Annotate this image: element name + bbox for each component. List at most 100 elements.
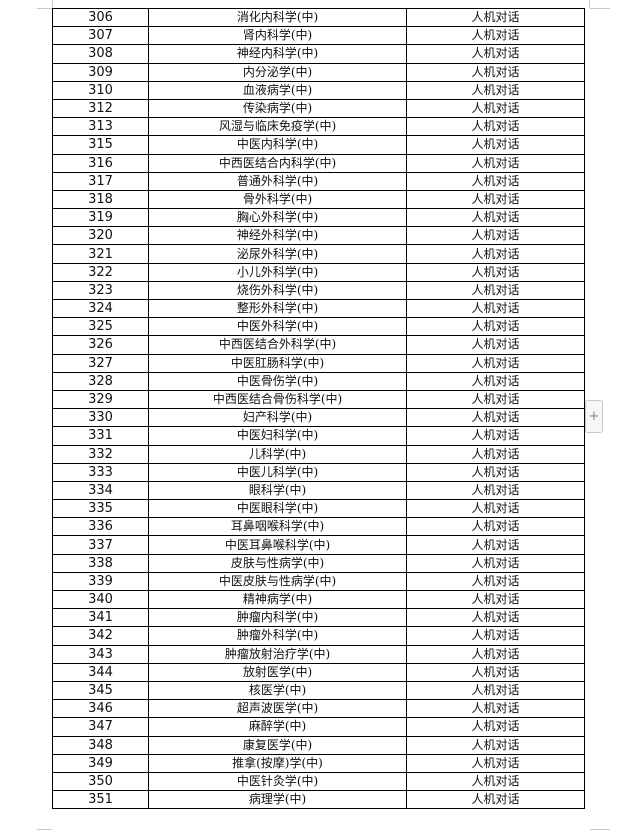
subject-name-cell: 肿瘤放射治疗学(中) xyxy=(148,644,407,664)
subject-name-cell: 肿瘤外科学(中) xyxy=(148,626,407,646)
table-row: 320 神经外科学(中) 人机对话 xyxy=(52,226,585,246)
table-row: 332 儿科学(中) 人机对话 xyxy=(52,444,585,464)
subject-name-cell: 肾内科学(中) xyxy=(148,26,407,46)
table-row: 313 风湿与临床免疫学(中) 人机对话 xyxy=(52,117,585,137)
subject-code-cell: 322 xyxy=(52,262,149,282)
subject-code-cell: 330 xyxy=(52,408,149,428)
table-row: 336 耳鼻咽喉科学(中) 人机对话 xyxy=(52,517,585,537)
subject-name-cell: 儿科学(中) xyxy=(148,444,407,464)
subject-code-cell: 341 xyxy=(52,608,149,628)
table-row: 319 胸心外科学(中) 人机对话 xyxy=(52,208,585,228)
exam-type-cell: 人机对话 xyxy=(406,298,585,319)
exam-type-cell: 人机对话 xyxy=(406,462,585,482)
subject-name-cell: 超声波医学(中) xyxy=(148,699,407,719)
exam-type-cell: 人机对话 xyxy=(406,317,585,337)
subject-name-cell: 放射医学(中) xyxy=(148,662,407,682)
table-row: 312 传染病学(中) 人机对话 xyxy=(52,98,585,119)
table-row: 317 普通外科学(中) 人机对话 xyxy=(52,171,585,191)
table-row: 327 中医肛肠科学(中) 人机对话 xyxy=(52,353,585,373)
table-row: 342 肿瘤外科学(中) 人机对话 xyxy=(52,626,585,646)
subject-name-cell: 整形外科学(中) xyxy=(148,298,407,319)
exam-type-cell: 人机对话 xyxy=(406,117,585,137)
subject-code-cell: 339 xyxy=(52,571,149,592)
table-row: 331 中医妇科学(中) 人机对话 xyxy=(52,426,585,446)
subject-name-cell: 中医皮肤与性病学(中) xyxy=(148,571,407,592)
exam-type-cell: 人机对话 xyxy=(406,244,585,264)
table-row: 330 妇产科学(中) 人机对话 xyxy=(52,408,585,428)
exam-type-cell: 人机对话 xyxy=(406,644,585,664)
table-row: 343 肿瘤放射治疗学(中) 人机对话 xyxy=(52,644,585,664)
subject-name-cell: 中医外科学(中) xyxy=(148,317,407,337)
exam-type-cell: 人机对话 xyxy=(406,717,585,737)
subject-code-cell: 319 xyxy=(52,208,149,228)
exam-type-cell: 人机对话 xyxy=(406,171,585,191)
page-corner-mark xyxy=(589,0,590,8)
table-row: 346 超声波医学(中) 人机对话 xyxy=(52,699,585,719)
page-corner-mark xyxy=(37,8,52,9)
subject-name-cell: 病理学(中) xyxy=(148,790,407,810)
table-row: 321 泌尿外科学(中) 人机对话 xyxy=(52,244,585,264)
exam-type-cell: 人机对话 xyxy=(406,571,585,592)
add-row-button[interactable]: + xyxy=(585,400,603,433)
subject-code-cell: 326 xyxy=(52,335,149,355)
subject-table: 306 消化内科学(中) 人机对话 307 肾内科学(中) 人机对话 308 神经内科学(中)… xyxy=(52,7,585,810)
subject-name-cell: 神经外科学(中) xyxy=(148,226,407,246)
exam-type-cell: 人机对话 xyxy=(406,662,585,682)
exam-type-cell: 人机对话 xyxy=(406,280,585,301)
subject-name-cell: 泌尿外科学(中) xyxy=(148,244,407,264)
subject-code-cell: 329 xyxy=(52,389,149,410)
table-row: 334 眼科学(中) 人机对话 xyxy=(52,480,585,501)
table-row: 337 中医耳鼻喉科学(中) 人机对话 xyxy=(52,535,585,555)
subject-code-cell: 327 xyxy=(52,353,149,373)
table-row: 344 放射医学(中) 人机对话 xyxy=(52,662,585,682)
subject-name-cell: 内分泌学(中) xyxy=(148,62,407,82)
table-row: 341 肿瘤内科学(中) 人机对话 xyxy=(52,608,585,628)
subject-name-cell: 中医骨伤学(中) xyxy=(148,371,407,391)
subject-name-cell: 麻醉学(中) xyxy=(148,717,407,737)
exam-type-cell: 人机对话 xyxy=(406,535,585,555)
table-row: 310 血液病学(中) 人机对话 xyxy=(52,80,585,100)
exam-type-cell: 人机对话 xyxy=(406,480,585,501)
subject-code-cell: 315 xyxy=(52,135,149,155)
table-row: 309 内分泌学(中) 人机对话 xyxy=(52,62,585,82)
subject-code-cell: 351 xyxy=(52,790,149,810)
exam-type-cell: 人机对话 xyxy=(406,26,585,46)
exam-type-cell: 人机对话 xyxy=(406,208,585,228)
subject-name-cell: 普通外科学(中) xyxy=(148,171,407,191)
exam-type-cell: 人机对话 xyxy=(406,353,585,373)
subject-code-cell: 345 xyxy=(52,680,149,701)
subject-name-cell: 胸心外科学(中) xyxy=(148,208,407,228)
exam-type-cell: 人机对话 xyxy=(406,426,585,446)
table-row: 347 麻醉学(中) 人机对话 xyxy=(52,717,585,737)
subject-name-cell: 皮肤与性病学(中) xyxy=(148,553,407,573)
exam-type-cell: 人机对话 xyxy=(406,771,585,792)
subject-code-cell: 309 xyxy=(52,62,149,82)
subject-name-cell: 血液病学(中) xyxy=(148,80,407,100)
subject-name-cell: 中医肛肠科学(中) xyxy=(148,353,407,373)
exam-type-cell: 人机对话 xyxy=(406,444,585,464)
subject-name-cell: 烧伤外科学(中) xyxy=(148,280,407,301)
table-row: 315 中医内科学(中) 人机对话 xyxy=(52,135,585,155)
exam-type-cell: 人机对话 xyxy=(406,226,585,246)
table-row: 329 中西医结合骨伤科学(中) 人机对话 xyxy=(52,389,585,410)
subject-name-cell: 传染病学(中) xyxy=(148,98,407,119)
subject-code-cell: 318 xyxy=(52,189,149,210)
table-row: 306 消化内科学(中) 人机对话 xyxy=(52,7,585,28)
subject-code-cell: 349 xyxy=(52,753,149,773)
table-row: 318 骨外科学(中) 人机对话 xyxy=(52,189,585,210)
page-corner-mark xyxy=(37,829,52,830)
subject-code-cell: 332 xyxy=(52,444,149,464)
subject-code-cell: 337 xyxy=(52,535,149,555)
subject-name-cell: 小儿外科学(中) xyxy=(148,262,407,282)
exam-type-cell: 人机对话 xyxy=(406,699,585,719)
subject-code-cell: 331 xyxy=(52,426,149,446)
subject-code-cell: 343 xyxy=(52,644,149,664)
subject-name-cell: 核医学(中) xyxy=(148,680,407,701)
subject-code-cell: 348 xyxy=(52,735,149,755)
exam-type-cell: 人机对话 xyxy=(406,553,585,573)
page-corner-mark xyxy=(52,0,53,8)
exam-type-cell: 人机对话 xyxy=(406,608,585,628)
exam-type-cell: 人机对话 xyxy=(406,153,585,173)
subject-name-cell: 肿瘤内科学(中) xyxy=(148,608,407,628)
subject-code-cell: 335 xyxy=(52,499,149,519)
